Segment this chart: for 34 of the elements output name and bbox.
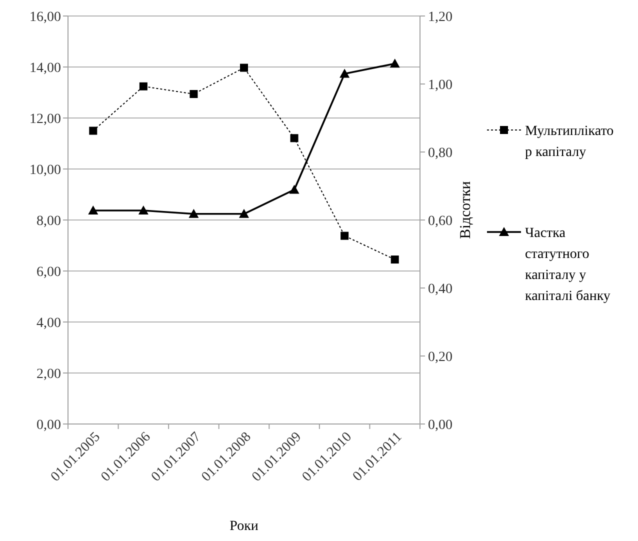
legend-label: Мультиплікатор капіталу: [525, 124, 614, 160]
y-tick-label: 8,00: [36, 214, 61, 229]
y2-tick-label: 0,60: [428, 214, 452, 229]
point: [390, 58, 400, 68]
point: [188, 208, 199, 218]
point: [89, 126, 98, 135]
point: [240, 64, 248, 72]
legend-label: Частка статутного капіталу у капіталі банку: [525, 226, 610, 304]
point: [290, 134, 298, 142]
y-tick-label: 12,00: [30, 112, 61, 127]
point: [139, 82, 148, 90]
point: [340, 232, 349, 240]
y2-tick-label: 0,00: [428, 418, 452, 433]
y-tick-label: 10,00: [30, 162, 61, 178]
point: [138, 205, 148, 214]
y2-tick-label: 1,00: [428, 78, 452, 93]
y-tick-label: 14,00: [30, 60, 61, 76]
y2-tick-label: 0,40: [428, 282, 452, 297]
y-tick-label: 6,00: [36, 264, 61, 280]
y-tick-label: 2,00: [36, 366, 61, 382]
point: [340, 68, 350, 78]
point: [239, 208, 249, 218]
point: [190, 90, 198, 98]
y-tick-label: 16,00: [30, 10, 61, 25]
y2-tick-label: 1,20: [428, 10, 452, 25]
point: [289, 184, 300, 194]
y2-tick-label: 0,20: [428, 350, 452, 365]
x-axis-title: Роки: [230, 519, 259, 534]
y2-tick-label: 0,80: [428, 146, 452, 161]
point: [390, 256, 399, 264]
y-tick-label: 0,00: [36, 418, 61, 433]
y2-axis-title: Відсотки: [458, 181, 474, 239]
point: [88, 205, 98, 214]
y-tick-label: 4,00: [36, 316, 61, 331]
